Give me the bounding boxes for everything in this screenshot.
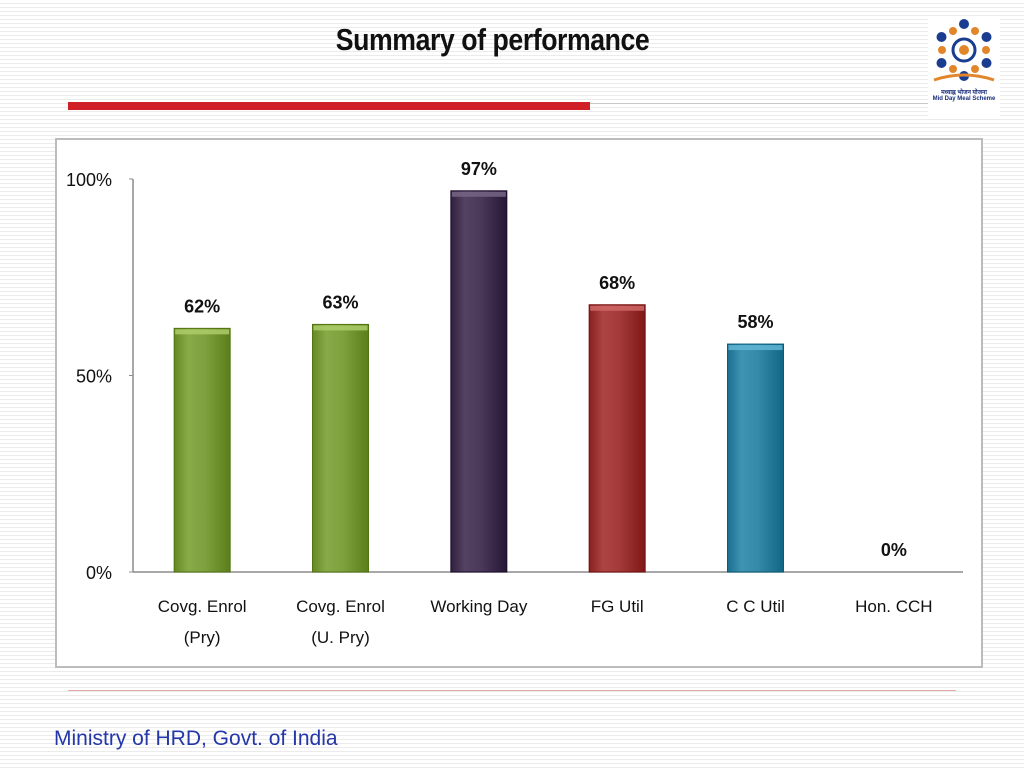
data-label: 0% (881, 540, 907, 560)
data-label: 62% (184, 296, 220, 316)
y-tick-label: 50% (76, 367, 112, 387)
data-label: 63% (322, 292, 358, 312)
slide-title: Summary of performance (335, 22, 650, 57)
bar (450, 190, 508, 573)
category-label: Covg. Enrol (158, 597, 247, 616)
data-label: 97% (461, 159, 497, 179)
footer-ministry-text: Ministry of HRD, Govt. of India (54, 727, 338, 750)
title-underline-red (68, 102, 590, 110)
y-tick-label: 0% (86, 563, 112, 583)
bar-top-highlight (590, 305, 645, 311)
mid-day-meal-logo: मध्याह्न भोजन योजना Mid Day Meal Scheme (928, 16, 1000, 116)
mid-day-meal-emblem-icon (933, 19, 995, 82)
y-tick-label: 100% (66, 170, 112, 190)
bar (312, 323, 369, 573)
bar (588, 304, 646, 573)
bar-top-highlight (313, 325, 368, 331)
title-underline-grey (590, 103, 930, 104)
data-label: 68% (599, 273, 635, 293)
category-label: FG Util (591, 597, 644, 616)
category-label: Hon. CCH (855, 597, 932, 616)
bar-top-highlight (451, 191, 506, 197)
category-label: Working Day (430, 597, 527, 616)
category-label: C C Util (726, 597, 785, 616)
bar-top-highlight (728, 345, 783, 351)
footer-divider (68, 690, 956, 691)
data-label: 58% (737, 312, 773, 332)
category-label: Covg. Enrol (296, 597, 385, 616)
bar (173, 327, 231, 573)
bar-top-highlight (175, 329, 230, 335)
category-label: (U. Pry) (311, 628, 370, 647)
bar (727, 343, 784, 573)
chart-frame: 0% 50% 100% 62% Covg. Enrol (Pry) 63% Covg. Enr… (55, 138, 983, 668)
bar-chart: 0% 50% 100% 62% Covg. Enrol (Pry) 63% Covg. Enr… (66, 159, 963, 647)
category-label: (Pry) (184, 628, 221, 647)
logo-hindi-text: मध्याह्न भोजन योजना (941, 90, 987, 96)
logo-english-text: Mid Day Meal Scheme (932, 96, 996, 102)
